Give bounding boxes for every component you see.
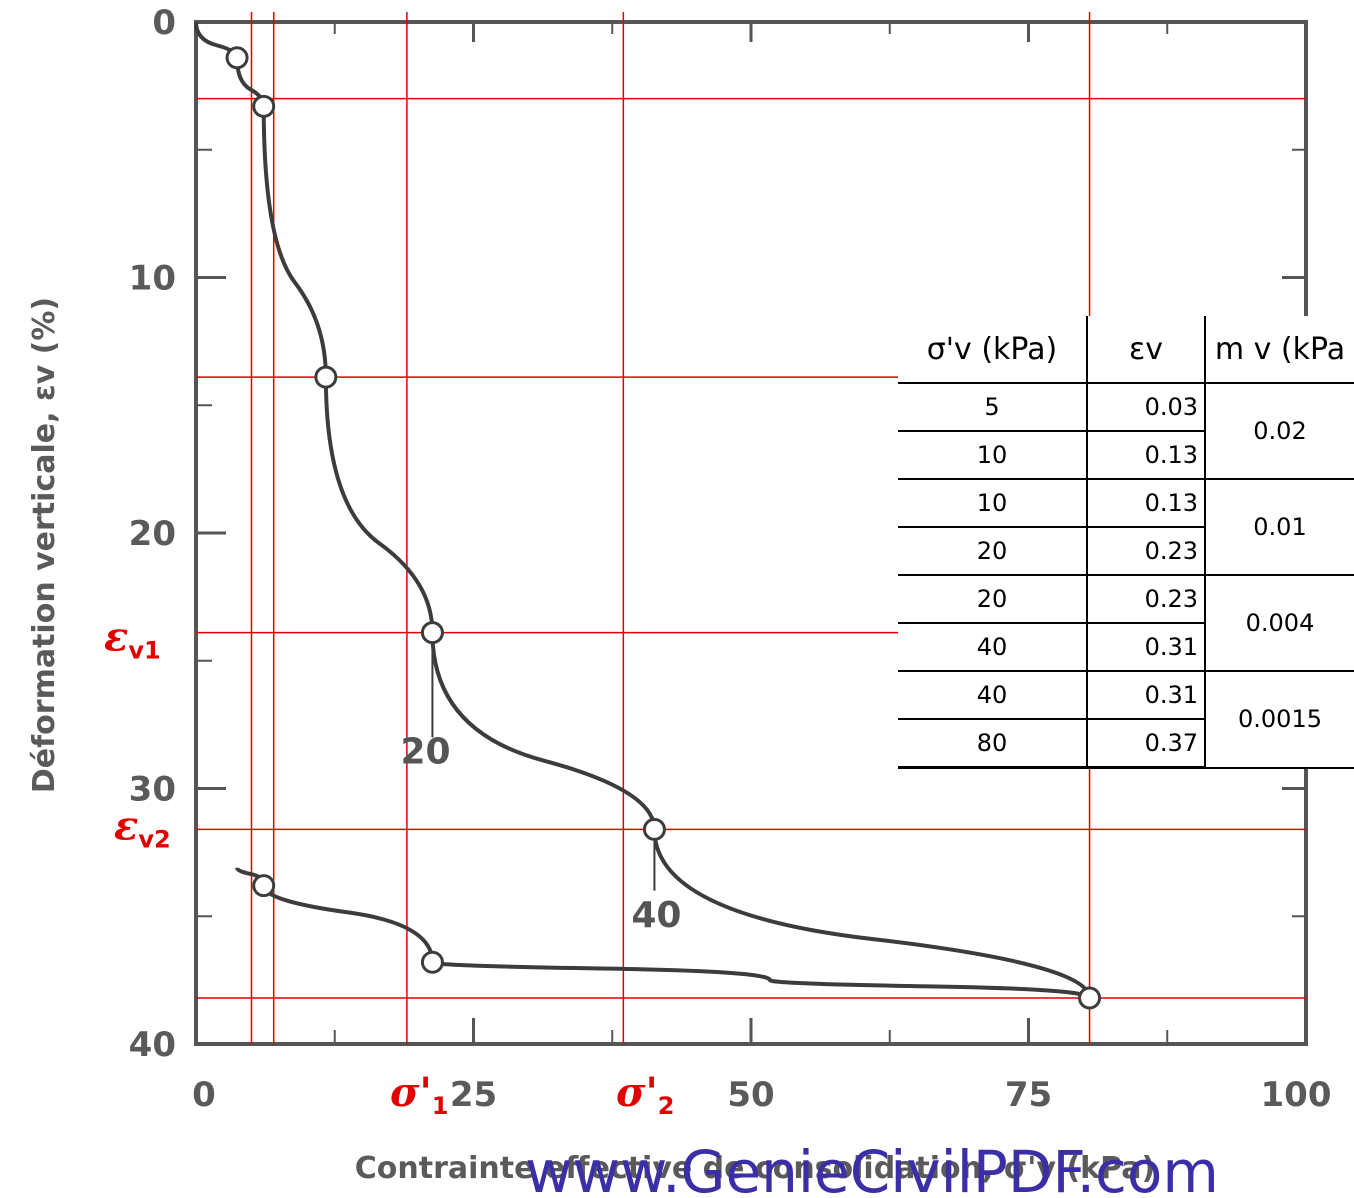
table-row: 10 0.13 0.01 — [898, 479, 1354, 576]
chart-labels: 20 40 εv1 εv2 σ'1 σ'2 — [104, 614, 681, 1120]
cell-eps: 0.31 — [1087, 671, 1206, 720]
data-point-marker — [225, 46, 249, 70]
cell-mv: 0.004 — [1205, 575, 1354, 672]
epsilon-v1-label: εv1 — [104, 614, 161, 665]
header-mv: m v (kPa — [1205, 316, 1354, 384]
table-row: 80 0.37 — [898, 719, 1354, 769]
epsilon-v2-label: εv2 — [114, 802, 171, 853]
header-sigma: σ'v (kPa) — [898, 316, 1088, 384]
cell-mv: 0.02 — [1205, 383, 1354, 480]
cell-sigma: 20 — [898, 575, 1088, 624]
cell-sigma: 80 — [898, 719, 1088, 769]
cell-mv: 0.01 — [1205, 479, 1354, 576]
x-tick-label: 25 — [450, 1075, 497, 1115]
cell-sigma: 20 — [898, 527, 1088, 576]
cell-eps: 0.03 — [1087, 383, 1206, 432]
y-tick-label: 10 — [129, 259, 176, 299]
mv-table: σ'v (kPa) εv m v (kPa 5 0.03 0.02 10 0.1… — [898, 316, 1354, 769]
chart-markers — [225, 46, 1102, 1010]
y-tick-label: 20 — [129, 514, 176, 554]
cell-sigma: 40 — [898, 671, 1088, 720]
cell-sigma: 10 — [898, 479, 1088, 528]
table-row: 20 0.23 0.004 — [898, 575, 1354, 672]
x-axis-title: Contrainte effective de consolidation, σ… — [355, 1151, 1155, 1186]
annotation-label: 20 — [400, 731, 450, 772]
y-tick-label: 0 — [152, 3, 176, 43]
data-point-marker — [252, 94, 276, 118]
table-row: 5 0.03 0.02 — [898, 383, 1354, 480]
y-axis-title: Déformation verticale, εv (%) — [27, 297, 62, 793]
data-point-marker — [420, 950, 444, 974]
cell-sigma: 10 — [898, 431, 1088, 480]
cell-eps: 0.13 — [1087, 431, 1206, 480]
data-point-marker — [1078, 986, 1102, 1010]
cell-mv: 0.0015 — [1205, 671, 1354, 769]
table-row: 10 0.13 — [898, 431, 1354, 480]
header-eps: εv — [1087, 316, 1206, 384]
cell-eps: 0.23 — [1087, 527, 1206, 576]
annotation-label: 40 — [631, 895, 681, 936]
cell-eps: 0.31 — [1087, 623, 1206, 672]
table-header-row: σ'v (kPa) εv m v (kPa — [898, 316, 1354, 384]
sigma-2-label: σ'2 — [616, 1069, 674, 1120]
series-line — [194, 21, 1092, 999]
cell-eps: 0.37 — [1087, 719, 1206, 769]
x-tick-label: 0 — [192, 1075, 216, 1115]
y-tick-label: 40 — [129, 1025, 176, 1065]
data-point-marker — [252, 874, 276, 898]
x-tick-label: 75 — [1005, 1075, 1052, 1115]
table-row: 40 0.31 0.0015 — [898, 671, 1354, 769]
table-row: 20 0.23 — [898, 527, 1354, 576]
y-tick-label: 30 — [129, 770, 176, 810]
cell-sigma: 5 — [898, 383, 1088, 432]
cell-eps: 0.13 — [1087, 479, 1206, 528]
sigma-1-label: σ'1 — [390, 1069, 448, 1120]
x-tick-label: 50 — [727, 1075, 774, 1115]
x-tick-label: 100 — [1261, 1075, 1332, 1115]
data-point-marker — [642, 817, 666, 841]
table-row: 40 0.31 — [898, 623, 1354, 672]
cell-eps: 0.23 — [1087, 575, 1206, 624]
data-point-marker — [314, 365, 338, 389]
cell-sigma: 40 — [898, 623, 1088, 672]
watermark-text: www.GenieCivilPDF.com — [525, 1138, 1219, 1198]
data-point-marker — [420, 621, 444, 645]
